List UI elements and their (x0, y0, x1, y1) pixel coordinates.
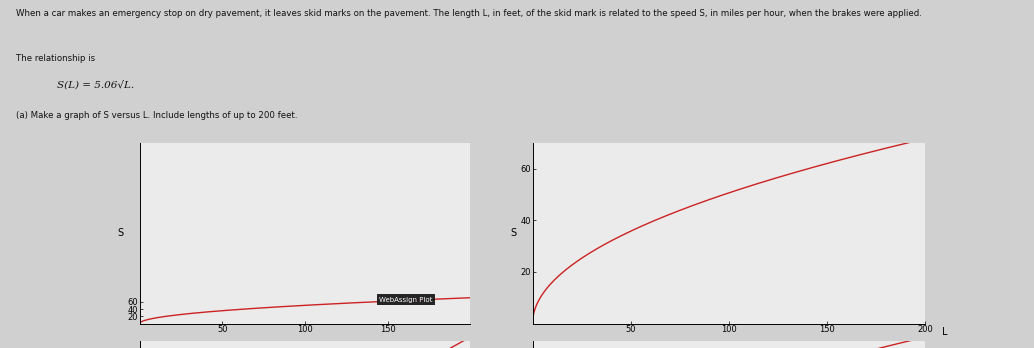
Text: S(L) = 5.06√L.: S(L) = 5.06√L. (57, 80, 134, 89)
Text: (a) Make a graph of S versus L. Include lengths of up to 200 feet.: (a) Make a graph of S versus L. Include … (16, 111, 297, 120)
Text: The relationship is: The relationship is (16, 54, 95, 63)
Y-axis label: S: S (118, 228, 124, 238)
Text: When a car makes an emergency stop on dry pavement, it leaves skid marks on the : When a car makes an emergency stop on dr… (16, 9, 921, 18)
Y-axis label: S: S (511, 228, 517, 238)
X-axis label: L: L (942, 327, 948, 337)
Text: WebAssign Plot: WebAssign Plot (379, 296, 433, 302)
